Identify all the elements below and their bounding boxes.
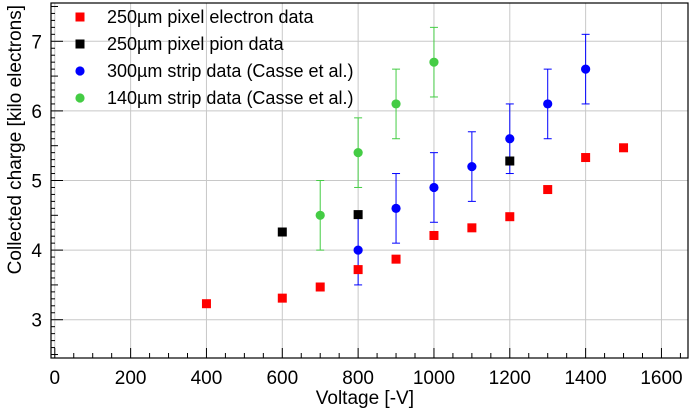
legend: 250µm pixel electron data 250µm pixel pio… (75, 7, 353, 108)
series-2-point (429, 182, 439, 193)
legend-marker (75, 93, 85, 103)
y-tick-label: 6 (31, 102, 42, 123)
series-2-point (543, 99, 553, 109)
y-axis-title: Collected charge [kilo electrons] (5, 5, 26, 274)
grid (51, 3, 688, 358)
series-0-point (619, 143, 629, 153)
series-1-point (353, 210, 363, 220)
x-tick-label: 200 (115, 368, 147, 389)
series-3-point (391, 99, 401, 109)
legend-label: 300µm strip data (Casse et al.) (107, 61, 353, 81)
series-3-point (315, 210, 325, 220)
series-2-point (353, 245, 363, 255)
legend-label: 140µm strip data (Casse et al.) (107, 88, 353, 108)
series-3-point (353, 148, 363, 158)
y-tick-label: 5 (31, 172, 42, 193)
x-tick-label: 1400 (564, 368, 606, 389)
x-tick-label: 600 (266, 368, 298, 389)
series-0-point (353, 265, 363, 275)
legend-label: 250µm pixel electron data (107, 7, 314, 27)
x-tick-label: 0 (50, 368, 61, 389)
x-tick-label: 1200 (489, 368, 531, 389)
x-axis-title: Voltage [-V] (316, 388, 414, 409)
series-1-point (505, 156, 515, 166)
series-2-point (581, 64, 591, 74)
series-0-point (391, 254, 401, 264)
series-0-point (429, 230, 439, 240)
series-0-point (467, 223, 477, 233)
series-0-point (543, 185, 553, 195)
series-1-point (277, 227, 287, 237)
y-tick-label: 7 (31, 32, 42, 53)
x-tick-label: 1600 (640, 368, 682, 389)
y-tick-label: 4 (31, 241, 42, 262)
data-markers (201, 57, 629, 309)
series-0-point (505, 212, 515, 222)
series-0-point (201, 299, 211, 309)
axes: 0 200 400 600 800 1000 1200 1400 1600 3 4 5 6 7 (31, 5, 683, 389)
series-0-point (277, 293, 287, 303)
x-tick-label: 800 (342, 368, 374, 389)
x-tick-label: 400 (191, 368, 223, 389)
series-0-point (581, 153, 591, 163)
legend-label: 250µm pixel pion data (107, 34, 284, 54)
series-0-point (315, 282, 325, 292)
series-2-point (505, 134, 515, 144)
legend-marker (75, 12, 85, 22)
x-tick-label: 1000 (413, 368, 455, 389)
series-3-point (429, 57, 439, 67)
legend-marker (75, 39, 85, 49)
legend-marker (75, 66, 85, 76)
series-2-point (391, 203, 401, 213)
y-tick-label: 3 (31, 311, 42, 332)
series-2-point (467, 161, 477, 172)
